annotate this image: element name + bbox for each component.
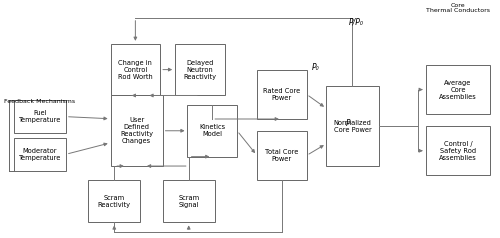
Bar bbox=[110, 44, 160, 95]
Bar bbox=[14, 138, 66, 171]
Text: Change in
Control
Rod Worth: Change in Control Rod Worth bbox=[118, 60, 152, 79]
Text: P/P₀: P/P₀ bbox=[348, 18, 364, 27]
Bar bbox=[14, 100, 66, 133]
Bar bbox=[426, 65, 490, 114]
Bar bbox=[257, 131, 306, 180]
Bar bbox=[326, 86, 378, 166]
Text: Rated Core
Power: Rated Core Power bbox=[263, 88, 300, 101]
Text: Feedback Mechanisms: Feedback Mechanisms bbox=[4, 99, 75, 104]
Text: Fuel
Temperature: Fuel Temperature bbox=[18, 110, 61, 123]
Text: Control /
Safety Rod
Assemblies: Control / Safety Rod Assemblies bbox=[439, 141, 477, 161]
Text: P₀: P₀ bbox=[312, 63, 319, 72]
Text: Average
Core
Assemblies: Average Core Assemblies bbox=[439, 79, 477, 99]
Bar bbox=[188, 105, 237, 157]
Text: P: P bbox=[346, 119, 351, 128]
Text: Moderator
Temperature: Moderator Temperature bbox=[18, 148, 61, 161]
Bar bbox=[88, 180, 141, 223]
Text: Scram
Reactivity: Scram Reactivity bbox=[98, 195, 131, 208]
Text: User
Defined
Reactivity
Changes: User Defined Reactivity Changes bbox=[120, 117, 153, 144]
Bar bbox=[175, 44, 224, 95]
Bar bbox=[426, 126, 490, 175]
Text: Total Core
Power: Total Core Power bbox=[265, 149, 298, 162]
Text: Core
Thermal Conductors: Core Thermal Conductors bbox=[426, 3, 490, 13]
Bar bbox=[257, 69, 306, 119]
Text: Kinetics
Model: Kinetics Model bbox=[199, 124, 226, 137]
Text: Delayed
Neutron
Reactivity: Delayed Neutron Reactivity bbox=[184, 60, 216, 79]
Bar bbox=[162, 180, 215, 223]
Text: Scram
Signal: Scram Signal bbox=[178, 195, 200, 208]
Text: Normalized
Core Power: Normalized Core Power bbox=[334, 119, 372, 133]
Bar bbox=[110, 95, 162, 166]
